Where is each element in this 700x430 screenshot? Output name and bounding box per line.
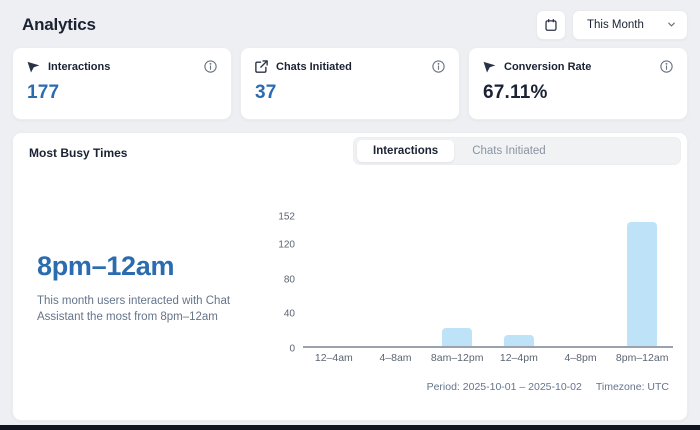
stat-card-label: Conversion Rate — [504, 60, 592, 73]
stat-card-label: Interactions — [48, 60, 111, 73]
busiest-time-description: This month users interacted with Chat As… — [37, 295, 231, 323]
page-title: Analytics — [22, 14, 96, 34]
header-controls: This Month — [536, 9, 688, 40]
x-axis: 12–4am 4–8am 8am–12pm 12–4pm 4–8pm 8pm–12am — [303, 352, 673, 364]
tab-chats-initiated[interactable]: Chats Initiated — [472, 145, 546, 157]
x-tick-label: 12–4am — [314, 352, 353, 364]
tab-interactions[interactable]: Interactions — [357, 140, 455, 162]
bar[interactable] — [627, 221, 658, 346]
x-tick-label: 12–4pm — [499, 352, 538, 364]
window-bottom-edge — [0, 425, 700, 430]
y-tick-label: 120 — [278, 239, 295, 251]
stat-card-conversion-rate: Conversion Rate 67.11% — [468, 47, 688, 120]
calendar-icon — [544, 18, 558, 32]
x-tick-label: 8am–12pm — [430, 352, 484, 364]
x-tick-label: 4–8pm — [564, 352, 597, 364]
x-tick-label: 8pm–12am — [615, 352, 669, 364]
calendar-button[interactable] — [536, 9, 566, 40]
bar-column — [365, 216, 427, 346]
stat-card-value: 37 — [255, 82, 277, 103]
y-tick-label: 0 — [289, 343, 295, 355]
bar-column — [611, 216, 673, 346]
info-icon[interactable] — [203, 59, 218, 74]
timezone-text: Timezone: UTC — [595, 381, 669, 393]
stat-card-chats-initiated: Chats Initiated 37 — [240, 47, 460, 120]
page-header: Analytics This Month — [0, 0, 700, 45]
stat-cards-row: Interactions 177 Chats Initiated — [12, 47, 688, 120]
stat-card-value: 177 — [27, 82, 60, 103]
y-tick-label: 40 — [283, 308, 295, 320]
bar-plot — [303, 216, 673, 348]
info-icon[interactable] — [659, 59, 674, 74]
bar[interactable] — [442, 327, 473, 346]
bar-chart: 0 40 80 120 152 12–4am 4–8am 8am–12pm 12–4pm 4–8… — [269, 203, 673, 368]
stat-card-value: 67.11% — [483, 82, 548, 103]
period-select-value: This Month — [587, 18, 644, 31]
chart-footer: Period: 2025-10-01 – 2025-10-02 Timezone… — [427, 381, 669, 393]
cursor-click-icon — [26, 59, 41, 74]
bar-column — [550, 216, 612, 346]
external-link-icon — [254, 59, 269, 74]
panel-title: Most Busy Times — [29, 146, 128, 160]
bar-column — [303, 216, 365, 346]
y-axis: 0 40 80 120 152 — [269, 203, 299, 355]
bar-column — [488, 216, 550, 346]
chevron-down-icon — [666, 19, 677, 30]
y-tick-label: 80 — [283, 274, 295, 286]
chart-tab-group: Interactions Chats Initiated — [353, 137, 681, 165]
x-tick-label: 4–8am — [379, 352, 412, 364]
y-tick-label: 152 — [278, 211, 295, 223]
cursor-click-icon — [482, 59, 497, 74]
info-icon[interactable] — [431, 59, 446, 74]
bar-column — [426, 216, 488, 346]
bar[interactable] — [503, 334, 534, 346]
busy-times-panel: Most Busy Times Interactions Chats Initi… — [12, 132, 688, 421]
period-text: Period: 2025-10-01 – 2025-10-02 — [426, 381, 582, 393]
stat-card-interactions: Interactions 177 — [12, 47, 232, 120]
busiest-time-highlight: 8pm–12am — [37, 251, 175, 281]
period-select[interactable]: This Month — [572, 9, 688, 40]
stat-card-label: Chats Initiated — [276, 60, 352, 73]
